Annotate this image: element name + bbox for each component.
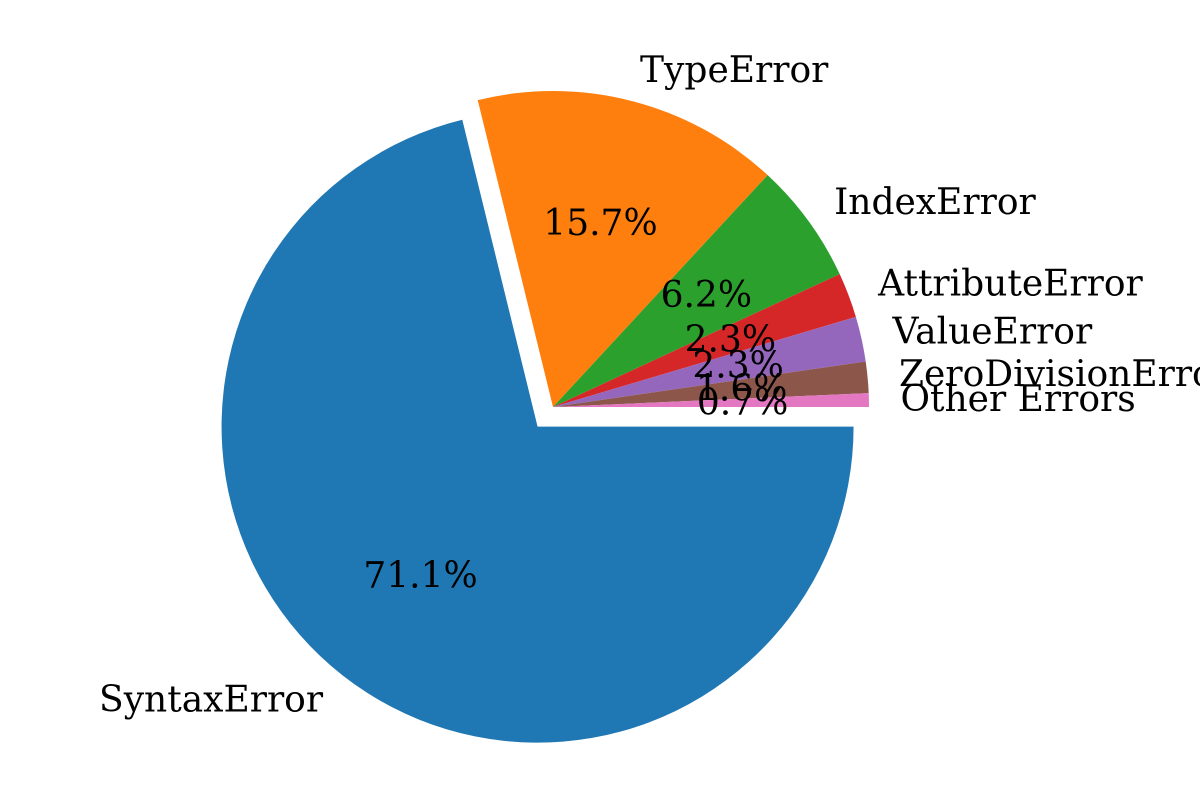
pct-label-syntaxerror: 71.1% (363, 555, 477, 596)
pct-label-indexerror: 6.2% (661, 275, 752, 316)
pie-slice-valueerror (553, 316, 866, 407)
pct-label-other-errors: 0.7% (697, 382, 788, 423)
pie-slice-zerodivisionerror (553, 361, 869, 407)
pct-label-valueerror: 2.3% (692, 346, 783, 387)
pie-slice-typeerror (477, 91, 768, 408)
pie-slice-syntaxerror (221, 119, 854, 743)
pct-label-zerodivisionerror: 1.6% (696, 369, 787, 410)
pct-label-attributeerror: 2.3% (685, 319, 776, 360)
category-label-other-errors: Other Errors (901, 379, 1136, 420)
category-label-zerodivisionerror: ZeroDivisionError (899, 354, 1200, 395)
category-label-typeerror: TypeError (640, 50, 829, 91)
percentage-labels: 71.1%15.7%6.2%2.3%2.3%1.6%0.7% (363, 203, 788, 596)
pie-slice-attributeerror (553, 274, 856, 407)
pie-slice-other-errors (553, 393, 869, 407)
pie-slice-indexerror (553, 175, 840, 407)
category-label-attributeerror: AttributeError (877, 264, 1143, 305)
category-label-valueerror: ValueError (891, 312, 1093, 353)
category-label-indexerror: IndexError (834, 182, 1036, 223)
pie-slices (221, 91, 869, 743)
pct-label-typeerror: 15.7% (543, 203, 657, 244)
category-label-syntaxerror: SyntaxError (99, 680, 324, 721)
category-labels: SyntaxError TypeError IndexError AttributeE… (99, 50, 1200, 721)
